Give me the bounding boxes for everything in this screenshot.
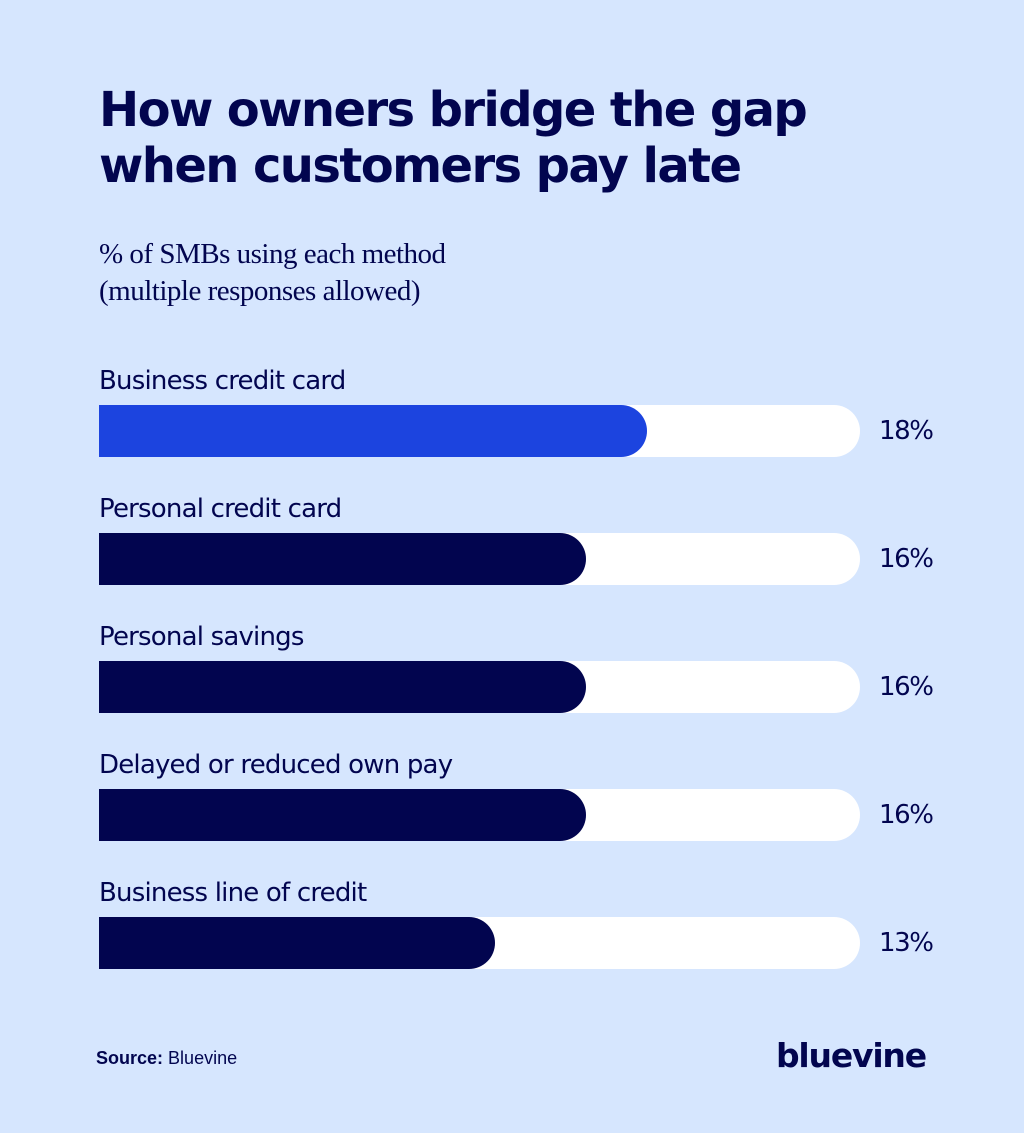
bar-row: Personal credit card 16% <box>99 488 959 598</box>
bar-fill <box>99 661 587 713</box>
bar-label: Business line of credit <box>99 878 367 908</box>
bar-track <box>99 789 860 841</box>
chart-title-line-1: How owners bridge the gap <box>99 82 808 138</box>
bar-label: Delayed or reduced own pay <box>99 750 453 780</box>
bar-label: Personal savings <box>99 622 304 652</box>
chart-title-line-2: when customers pay late <box>99 138 742 194</box>
bar-fill <box>99 789 587 841</box>
bar-value-label: 16% <box>879 544 934 574</box>
bar-fill <box>99 917 495 969</box>
chart-subtitle-line-2: (multiple responses allowed) <box>99 275 421 307</box>
bar-value-label: 18% <box>879 416 934 446</box>
chart-title: How owners bridge the gap when customers… <box>99 82 919 194</box>
source-value: Bluevine <box>168 1048 238 1068</box>
bar-value-label: 16% <box>879 672 934 702</box>
bar-row: Business line of credit 13% <box>99 872 959 982</box>
bluevine-logo: bluevine <box>776 1036 927 1075</box>
source-label: Source: <box>96 1048 164 1068</box>
chart-subtitle: % of SMBs using each method (multiple re… <box>99 236 446 310</box>
bar-track <box>99 661 860 713</box>
bar-fill <box>99 533 587 585</box>
bar-track <box>99 917 860 969</box>
bar-label: Personal credit card <box>99 494 342 524</box>
bar-row: Delayed or reduced own pay 16% <box>99 744 959 854</box>
bar-label: Business credit card <box>99 366 346 396</box>
bar-track <box>99 533 860 585</box>
bar-row: Business credit card 18% <box>99 360 959 470</box>
bar-value-label: 16% <box>879 800 934 830</box>
source-note: Source: Bluevine <box>96 1047 237 1069</box>
chart-subtitle-line-1: % of SMBs using each method <box>99 238 446 270</box>
bar-value-label: 13% <box>879 928 934 958</box>
bar-fill <box>99 405 647 457</box>
bar-row: Personal savings 16% <box>99 616 959 726</box>
bar-track <box>99 405 860 457</box>
